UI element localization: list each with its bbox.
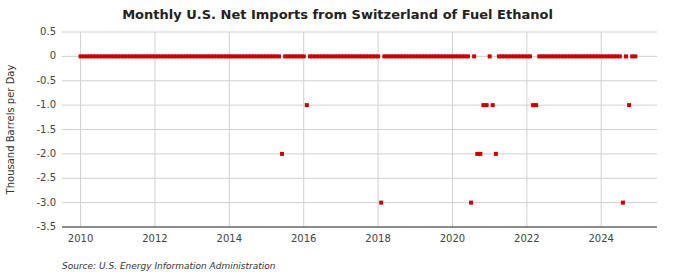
point	[621, 201, 625, 205]
x-grid-line	[378, 32, 379, 227]
point	[618, 54, 622, 58]
y-tick-label: -0.5	[36, 75, 56, 86]
point	[491, 103, 495, 107]
x-grid-line	[154, 32, 155, 227]
y-grid-line	[62, 202, 657, 203]
y-tick-label: 0.5	[40, 26, 56, 37]
y-grid-line	[62, 32, 657, 33]
point	[376, 54, 380, 58]
y-tick-label: -2.5	[36, 172, 56, 183]
x-tick-label: 2016	[291, 233, 316, 244]
point	[633, 54, 637, 58]
x-grid-line	[80, 32, 81, 227]
y-tick-label: -3.0	[36, 197, 56, 208]
x-axis-line	[62, 227, 657, 228]
grid	[62, 32, 657, 227]
point	[379, 201, 383, 205]
x-grid-line	[601, 32, 602, 227]
point	[534, 103, 538, 107]
point	[280, 152, 284, 156]
x-grid-line	[229, 32, 230, 227]
y-axis-label: Thousand Barrels per Day	[5, 65, 16, 196]
y-tick-label: -2.0	[36, 148, 56, 159]
x-tick-label: 2010	[68, 233, 93, 244]
x-tick-label: 2022	[514, 233, 539, 244]
point	[485, 103, 489, 107]
x-grid-line	[303, 32, 304, 227]
y-grid-line	[62, 105, 657, 106]
y-tick-label: -1.0	[36, 99, 56, 110]
x-tick-label: 2020	[440, 233, 465, 244]
point	[627, 103, 631, 107]
y-grid-line	[62, 153, 657, 154]
point	[466, 54, 470, 58]
title: Monthly U.S. Net Imports from Switzerlan…	[122, 7, 553, 22]
x-tick-label: 2018	[365, 233, 390, 244]
y-grid-line	[62, 227, 657, 228]
point	[277, 54, 281, 58]
points	[79, 54, 638, 204]
y-tick-label: -1.5	[36, 124, 56, 135]
point	[494, 152, 498, 156]
point	[472, 54, 476, 58]
point	[305, 103, 309, 107]
x-grid-line	[452, 32, 453, 227]
source-note: Source: U.S. Energy Information Administ…	[62, 261, 276, 271]
point	[302, 54, 306, 58]
x-grid-line	[526, 32, 527, 227]
axes: 0.5 0 -0.5 -1.0 -1.5 -2.0 -2.5 -3.0 -3.5 2010 2012…	[36, 26, 657, 244]
point	[469, 201, 473, 205]
y-tick-label: -3.5	[36, 221, 56, 232]
point	[488, 54, 492, 58]
y-tick-label: 0	[50, 50, 56, 61]
point	[624, 54, 628, 58]
x-tick-label: 2014	[217, 233, 242, 244]
y-grid-line	[62, 129, 657, 130]
y-grid-line	[62, 80, 657, 81]
point	[478, 152, 482, 156]
point	[528, 54, 532, 58]
chart: Monthly U.S. Net Imports from Switzerlan…	[0, 0, 675, 275]
x-tick-label: 2024	[588, 233, 613, 244]
y-grid-line	[62, 178, 657, 179]
x-tick-label: 2012	[142, 233, 167, 244]
